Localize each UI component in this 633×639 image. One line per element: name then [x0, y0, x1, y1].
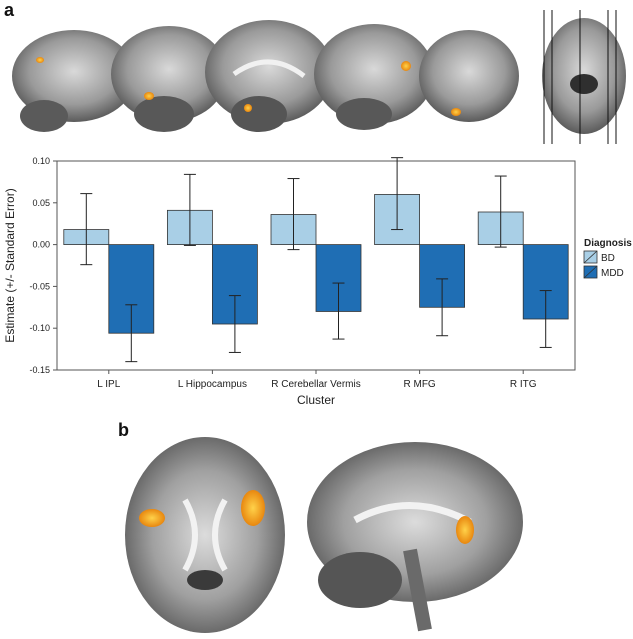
- panel-a-label: a: [4, 0, 15, 20]
- activation-blob: [36, 57, 44, 63]
- y-tick-label: -0.10: [29, 323, 50, 333]
- activation-blob: [401, 61, 411, 71]
- y-tick-label: -0.05: [29, 281, 50, 291]
- sagittal-slice-1: [12, 30, 136, 132]
- x-tick-label: L Hippocampus: [178, 379, 247, 390]
- sagittal-slice-5: [419, 30, 519, 122]
- x-tick-label: R ITG: [510, 379, 537, 390]
- chart-bars: [63, 194, 569, 334]
- axial-slice: [125, 437, 285, 633]
- legend-swatch-slash: [583, 250, 598, 264]
- sagittal-slice-4: [314, 24, 434, 130]
- y-axis-title: Estimate (+/- Standard Error): [3, 188, 17, 342]
- legend-label-bd: BD: [601, 253, 615, 264]
- x-axis-title: Cluster: [297, 393, 335, 407]
- chart-error-bars: [80, 157, 552, 363]
- activation-blob: [144, 92, 154, 100]
- activation-blob: [139, 509, 165, 527]
- sagittal-slice-3: [205, 20, 333, 132]
- activation-blob: [241, 490, 265, 526]
- coronal-slice: [542, 10, 626, 144]
- activation-blob: [456, 516, 474, 544]
- sagittal-slice-2: [111, 26, 227, 132]
- x-tick-label: R Cerebellar Vermis: [271, 379, 360, 390]
- y-tick-label: -0.15: [29, 365, 50, 375]
- y-tick-label: 0.05: [32, 198, 50, 208]
- brain-slice-strip: [12, 10, 626, 144]
- x-tick-label: R MFG: [403, 379, 435, 390]
- activation-blob: [244, 104, 252, 112]
- legend: Diagnosis BD MDD: [583, 238, 632, 279]
- activation-blob: [451, 108, 461, 116]
- chart-axes: 0.10 0.05 0.00 -0.05 -0.10 -0.15 L IPL L Hippoc…: [29, 156, 576, 390]
- brain-views-b: [125, 437, 523, 633]
- y-tick-label: 0.00: [32, 240, 50, 250]
- panel-b-label: b: [118, 420, 129, 440]
- bar-chart: 0.10 0.05 0.00 -0.05 -0.10 -0.15 L IPL L Hippoc…: [3, 156, 632, 407]
- x-tick-label: L IPL: [97, 379, 120, 390]
- legend-title: Diagnosis: [584, 238, 632, 249]
- sagittal-slice-b: [307, 442, 523, 632]
- y-tick-label: 0.10: [32, 156, 50, 166]
- legend-swatch-slash: [583, 265, 598, 279]
- legend-label-mdd: MDD: [601, 268, 624, 279]
